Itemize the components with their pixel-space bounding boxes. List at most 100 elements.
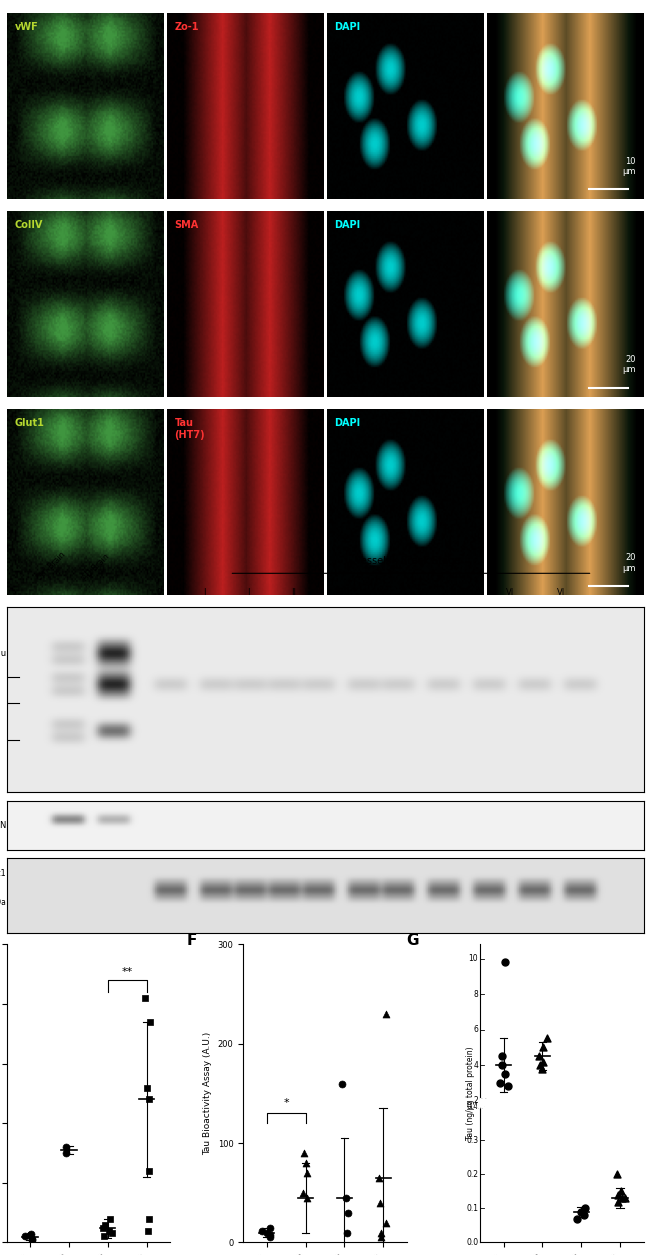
Point [104, 1221, 114, 1241]
Point [612, 1165, 623, 1185]
Text: Glut1: Glut1 [0, 868, 6, 877]
Point [495, 1073, 506, 1093]
Point [500, 953, 510, 973]
Text: DAPI: DAPI [334, 418, 361, 428]
Text: VI: VI [461, 589, 469, 597]
Text: 0.1: 0.1 [466, 1204, 478, 1212]
Text: F: F [186, 932, 196, 948]
Point [302, 1187, 313, 1207]
Point [25, 1225, 35, 1245]
Text: II: II [291, 589, 296, 597]
Point [20, 1226, 31, 1246]
Text: 0.3: 0.3 [466, 1136, 478, 1145]
Text: V: V [380, 589, 385, 597]
Point [612, 1191, 623, 1211]
Point [142, 1221, 153, 1241]
Text: 0.4: 0.4 [466, 1102, 478, 1111]
Text: VI: VI [506, 589, 514, 597]
Point [27, 1229, 38, 1249]
Point [380, 1212, 391, 1232]
Text: Zo-1: Zo-1 [174, 21, 199, 31]
Point [263, 1222, 273, 1242]
Point [619, 1188, 630, 1209]
Text: 10: 10 [469, 954, 478, 963]
Point [536, 1058, 547, 1078]
Text: 4: 4 [473, 1060, 478, 1069]
Text: SMA: SMA [174, 220, 199, 230]
Point [497, 1055, 507, 1076]
Y-axis label: Tau Bioactivity Assay (A.U.): Tau Bioactivity Assay (A.U.) [203, 1032, 212, 1155]
Text: DAPI: DAPI [334, 21, 361, 31]
Point [502, 1077, 513, 1097]
Text: 0.2: 0.2 [466, 1170, 478, 1178]
Text: 10
μm: 10 μm [622, 157, 636, 177]
Point [105, 1209, 115, 1229]
Point [381, 1004, 391, 1024]
Text: 20
μm: 20 μm [622, 553, 636, 572]
Text: **: ** [122, 966, 133, 976]
Point [538, 1052, 549, 1072]
Point [337, 1073, 348, 1093]
Point [617, 1188, 627, 1209]
Text: *: * [283, 1098, 289, 1108]
Point [265, 1217, 276, 1237]
Text: DAPI: DAPI [334, 220, 361, 230]
Point [143, 1089, 153, 1109]
Text: 0.0: 0.0 [466, 1237, 478, 1247]
Point [265, 1227, 275, 1247]
Point [376, 1222, 386, 1242]
Point [300, 1153, 311, 1173]
Point [500, 1064, 510, 1084]
Text: I: I [203, 589, 205, 597]
Point [257, 1221, 268, 1241]
Point [376, 1227, 386, 1247]
Text: G: G [407, 932, 419, 948]
Point [342, 1222, 352, 1242]
Point [374, 1168, 384, 1188]
Text: 6: 6 [473, 1025, 478, 1034]
Point [612, 1185, 623, 1205]
Text: II: II [335, 589, 340, 597]
Point [497, 1047, 508, 1067]
Point [26, 1224, 36, 1244]
Point [572, 1209, 582, 1229]
Text: AD Brain: AD Brain [81, 552, 110, 582]
Point [299, 1143, 309, 1163]
Point [374, 1192, 385, 1212]
Point [542, 1028, 552, 1048]
Text: Tau: Tau [0, 649, 6, 658]
Point [98, 1219, 108, 1239]
Point [107, 1222, 117, 1242]
Point [145, 1012, 155, 1032]
Text: 8: 8 [473, 990, 478, 999]
Point [298, 1182, 308, 1202]
Point [577, 1202, 587, 1222]
Text: ColIV: ColIV [14, 220, 43, 230]
Point [535, 1055, 545, 1076]
Point [99, 1226, 109, 1246]
Text: vWF: vWF [14, 21, 38, 31]
Text: 0: 0 [157, 589, 162, 597]
Point [142, 1078, 152, 1098]
Text: I: I [247, 589, 250, 597]
Text: 2: 2 [473, 1096, 478, 1106]
Point [616, 1181, 627, 1201]
Point [27, 1230, 37, 1250]
Point [144, 1161, 155, 1181]
Text: Tau
(HT7): Tau (HT7) [174, 418, 205, 439]
Point [144, 1209, 154, 1229]
Point [61, 1143, 72, 1163]
Point [265, 1225, 276, 1245]
Point [534, 1047, 544, 1067]
Text: VI: VI [556, 589, 565, 597]
Text: Glut1: Glut1 [14, 418, 44, 428]
Point [580, 1199, 591, 1219]
Text: Vessels - Braak Stage: Vessels - Braak Stage [355, 556, 460, 566]
Point [578, 1205, 589, 1225]
Point [139, 988, 150, 1008]
Point [302, 1163, 312, 1183]
Point [538, 1038, 548, 1058]
Text: NeuN: NeuN [0, 821, 6, 830]
Y-axis label: Tau (ng/μg total protein): Tau (ng/μg total protein) [465, 1047, 474, 1141]
Point [341, 1187, 352, 1207]
